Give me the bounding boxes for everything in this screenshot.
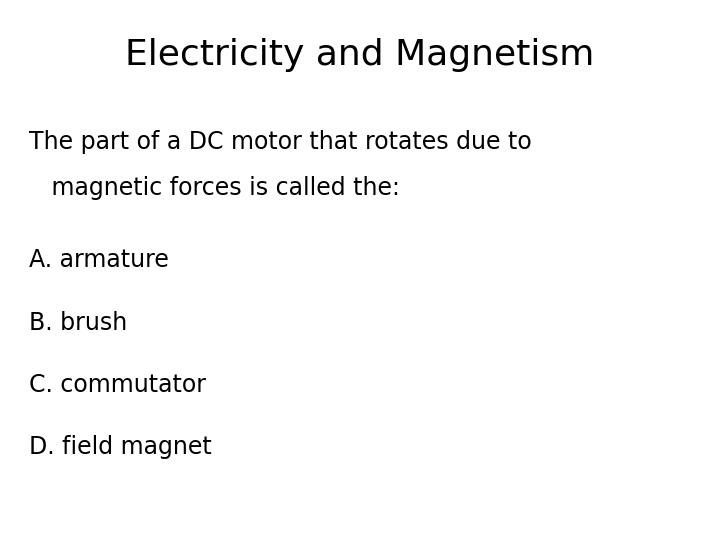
Text: A. armature: A. armature <box>29 248 168 272</box>
Text: magnetic forces is called the:: magnetic forces is called the: <box>29 176 400 199</box>
Text: B. brush: B. brush <box>29 310 127 334</box>
Text: Electricity and Magnetism: Electricity and Magnetism <box>125 38 595 72</box>
Text: The part of a DC motor that rotates due to: The part of a DC motor that rotates due … <box>29 130 531 153</box>
Text: D. field magnet: D. field magnet <box>29 435 212 458</box>
Text: C. commutator: C. commutator <box>29 373 206 396</box>
